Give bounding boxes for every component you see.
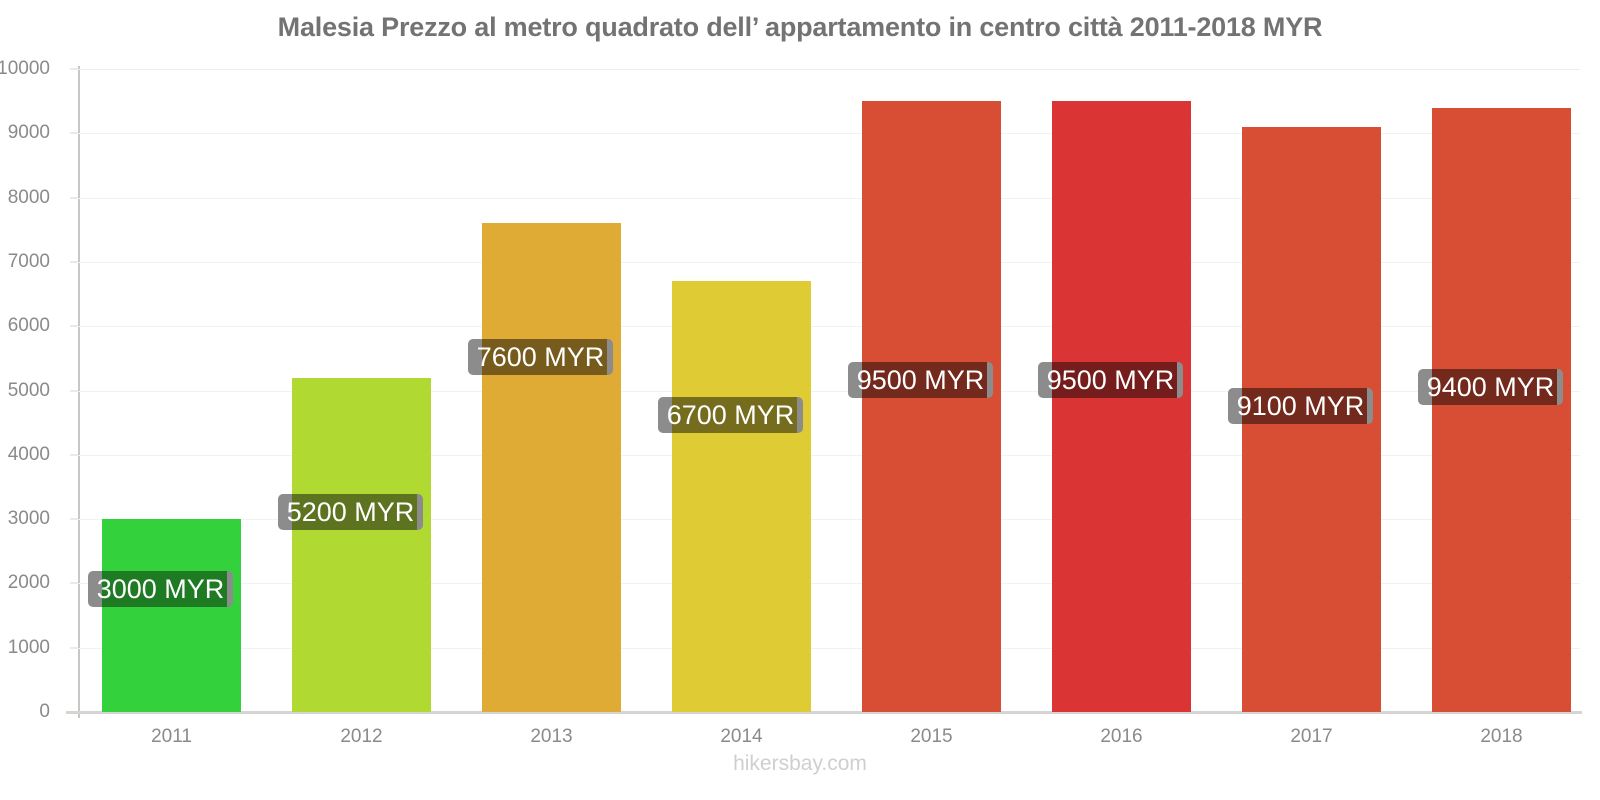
bar-value-label-overlap <box>671 397 798 434</box>
gridline <box>78 647 1580 649</box>
bar[interactable] <box>482 223 621 712</box>
bar-value-label-overlap <box>1241 387 1368 424</box>
gridline <box>78 133 1580 135</box>
bar-value-label-overlap <box>481 339 608 376</box>
x-tick-label: 2011 <box>151 726 192 747</box>
y-tick-label: 4000 <box>7 443 50 465</box>
x-tick-label: 2015 <box>910 726 953 747</box>
bar-fill <box>1432 107 1571 712</box>
y-tick-mark <box>70 711 78 713</box>
y-tick-mark <box>70 261 78 263</box>
gridline <box>78 583 1580 585</box>
bar-value-label: 9400 MYR <box>1417 368 1564 405</box>
y-tick-label: 7000 <box>7 250 50 272</box>
bar-value-label: 9500 MYR <box>847 362 994 399</box>
x-tick-label: 2016 <box>1100 726 1143 747</box>
bar-value-label-text: 6700 MYR <box>666 400 795 431</box>
y-tick-label: 6000 <box>7 315 50 337</box>
y-tick-label: 9000 <box>7 122 50 144</box>
plot-area: 0 1000 2000 3000 4000 5000 6000 7000 8000 9000 100… <box>0 58 1580 722</box>
y-tick-mark <box>70 325 78 327</box>
bar[interactable] <box>102 519 241 712</box>
chart-title: Malesia Prezzo al metro quadrato dell’ a… <box>277 12 1323 42</box>
x-axis-line <box>66 711 1582 714</box>
y-tick-mark <box>70 197 78 199</box>
bar-value-label-overlap <box>861 362 988 399</box>
bar[interactable] <box>672 281 811 712</box>
bar-value-label: 6700 MYR <box>657 397 804 434</box>
y-tick-mark <box>70 390 78 391</box>
bar-value-label: 5200 MYR <box>277 493 424 530</box>
bar-value-label-overlap <box>1051 362 1178 399</box>
y-tick-mark <box>70 454 78 456</box>
gridline <box>78 454 1580 456</box>
y-tick-mark <box>70 68 78 70</box>
bar-value-label-text: 7600 MYR <box>476 342 605 373</box>
bar[interactable] <box>862 101 1001 712</box>
bar-value-label-text: 9400 MYR <box>1426 371 1555 402</box>
bar-value-label-text: 9500 MYR <box>1046 365 1175 396</box>
bar[interactable] <box>1432 107 1571 712</box>
gridline <box>78 519 1580 521</box>
bar-value-label-overlap <box>1431 368 1558 405</box>
bar-value-label-text: 3000 MYR <box>96 574 225 605</box>
bar-value-label: 9500 MYR <box>1037 362 1184 399</box>
x-tick-label: 2013 <box>530 726 573 747</box>
bar[interactable] <box>292 377 431 712</box>
x-tick-label: 2012 <box>340 726 383 747</box>
bar-value-label-text: 5200 MYR <box>286 496 415 527</box>
gridline <box>78 69 1580 70</box>
y-tick-mark <box>70 582 78 584</box>
bar-value-label: 7600 MYR <box>467 339 614 376</box>
y-tick-label: 0 <box>39 701 50 722</box>
bar-value-label-text: 9100 MYR <box>1236 390 1365 421</box>
y-tick-label: 3000 <box>7 508 50 530</box>
bar-fill <box>292 377 431 712</box>
bar[interactable] <box>1052 101 1191 712</box>
bar-fill <box>862 101 1001 712</box>
gridline <box>78 326 1580 328</box>
y-tick-mark <box>70 132 78 134</box>
bar-value-label-text: 9500 MYR <box>856 365 985 396</box>
y-tick-mark <box>70 647 78 649</box>
x-tick-label: 2014 <box>720 726 763 747</box>
y-tick-label: 1000 <box>7 636 50 658</box>
y-axis-line <box>78 66 80 718</box>
bar-value-label-overlap <box>101 571 228 608</box>
y-tick-label: 2000 <box>7 572 50 594</box>
gridline <box>78 261 1580 263</box>
bar-value-label: 9100 MYR <box>1227 387 1374 424</box>
y-tick-label: 5000 <box>7 379 50 401</box>
bar-value-label: 3000 MYR <box>87 571 234 608</box>
footer-credit: hikersbay.com <box>733 752 867 775</box>
gridline <box>78 390 1580 392</box>
bar-fill <box>102 519 241 712</box>
y-tick-mark <box>70 518 78 520</box>
y-tick-label: 10000 <box>0 58 50 79</box>
y-tick-label: 8000 <box>7 186 50 208</box>
bar-value-label-overlap <box>291 493 418 530</box>
bar-fill <box>482 223 621 712</box>
bar-fill <box>1052 101 1191 712</box>
gridline <box>78 197 1580 199</box>
x-tick-label: 2017 <box>1290 726 1333 747</box>
x-tick-label: 2018 <box>1480 726 1523 747</box>
bar-fill <box>672 281 811 712</box>
